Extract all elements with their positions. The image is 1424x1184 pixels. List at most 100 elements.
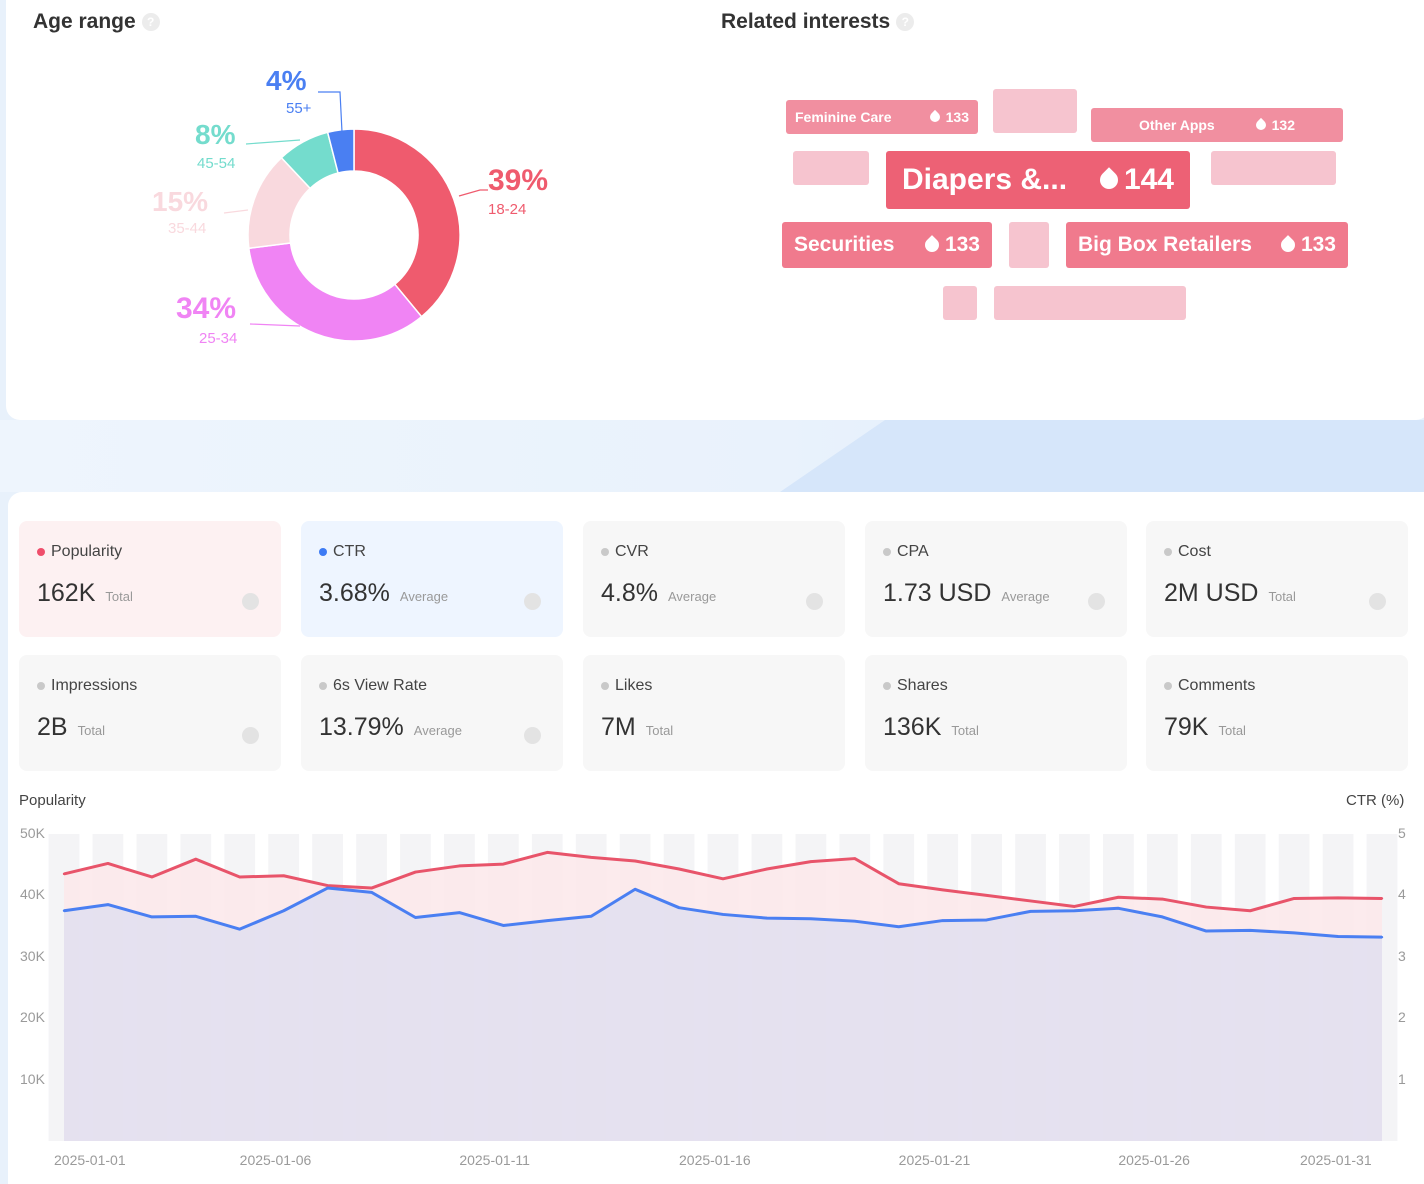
interest-tag-securities[interactable]: Securities 133 [782, 222, 992, 268]
section-divider-shape [780, 420, 1424, 492]
data-point-popularity[interactable] [809, 860, 813, 863]
data-point-ctr[interactable] [1249, 929, 1252, 932]
data-point-popularity[interactable] [590, 856, 593, 859]
data-point-ctr[interactable] [1073, 909, 1076, 912]
data-point-ctr[interactable] [194, 915, 197, 918]
data-point-ctr[interactable] [765, 916, 769, 920]
data-point-ctr[interactable] [458, 911, 461, 914]
metric-help-icon[interactable] [524, 727, 541, 744]
data-point-ctr[interactable] [633, 888, 637, 891]
data-point-ctr[interactable] [985, 918, 988, 922]
interest-tag-hidden[interactable] [793, 151, 869, 185]
data-point-popularity[interactable] [1117, 896, 1120, 899]
demographics-panel [6, 0, 1424, 420]
metric-card-shares[interactable]: Shares 136K Total [865, 655, 1127, 771]
donut-slice-55+[interactable] [326, 128, 355, 174]
data-point-popularity[interactable] [1029, 899, 1032, 903]
data-point-ctr[interactable] [546, 919, 549, 922]
data-point-popularity[interactable] [765, 867, 769, 871]
data-point-ctr[interactable] [941, 919, 944, 922]
donut-slice-18-24[interactable] [353, 128, 461, 318]
data-point-popularity[interactable] [941, 888, 944, 892]
data-point-ctr[interactable] [809, 917, 813, 920]
data-point-popularity[interactable] [62, 872, 66, 876]
data-point-popularity[interactable] [1249, 909, 1252, 912]
metric-value: 136K Total [883, 713, 979, 742]
interest-tag-other-apps[interactable]: Other Apps 132 [1091, 108, 1343, 142]
data-point-ctr[interactable] [370, 891, 373, 894]
data-point-popularity[interactable] [721, 877, 725, 881]
data-point-popularity[interactable] [326, 884, 329, 887]
metric-card-popularity[interactable]: Popularity 162K Total [19, 521, 281, 637]
interest-tag-hidden[interactable] [1211, 151, 1336, 185]
metric-help-icon[interactable] [242, 593, 259, 610]
data-point-ctr[interactable] [282, 909, 285, 912]
data-point-ctr[interactable] [721, 913, 725, 916]
data-point-popularity[interactable] [1292, 897, 1296, 900]
data-point-popularity[interactable] [853, 857, 856, 860]
interest-tag-hidden[interactable] [1009, 222, 1049, 268]
metric-help-icon[interactable] [242, 727, 259, 744]
data-point-popularity[interactable] [150, 875, 154, 879]
data-point-popularity[interactable] [194, 857, 197, 861]
data-point-ctr[interactable] [238, 927, 241, 931]
interest-tag-big-box-retailers[interactable]: Big Box Retailers 133 [1066, 222, 1348, 268]
interest-tag-diapers[interactable]: Diapers &... 144 [886, 151, 1190, 209]
metric-card-cpa[interactable]: CPA 1.73 USD Average [865, 521, 1127, 637]
data-point-popularity[interactable] [897, 882, 900, 885]
data-point-popularity[interactable] [1336, 896, 1340, 900]
data-point-popularity[interactable] [414, 870, 417, 874]
data-point-popularity[interactable] [1073, 905, 1076, 908]
data-point-popularity[interactable] [1205, 905, 1208, 909]
metric-card-comments[interactable]: Comments 79K Total [1146, 655, 1408, 771]
data-point-ctr[interactable] [326, 886, 329, 890]
metric-help-icon[interactable] [1088, 593, 1105, 610]
related-interests-help-icon[interactable]: ? [896, 13, 915, 31]
interest-tag-hidden[interactable] [994, 286, 1186, 320]
data-point-popularity[interactable] [633, 859, 637, 863]
metric-help-icon[interactable] [1369, 593, 1386, 610]
data-point-popularity[interactable] [370, 886, 373, 890]
data-point-ctr[interactable] [150, 915, 154, 919]
age-range-help-icon[interactable]: ? [141, 13, 160, 31]
data-point-ctr[interactable] [1161, 915, 1164, 919]
data-point-popularity[interactable] [1380, 897, 1384, 900]
metric-card-ctr[interactable]: CTR 3.68% Average [301, 521, 563, 637]
data-point-popularity[interactable] [502, 862, 505, 866]
interest-tag-hidden[interactable] [993, 89, 1077, 133]
data-point-popularity[interactable] [282, 874, 285, 877]
data-point-popularity[interactable] [677, 867, 681, 871]
data-point-ctr[interactable] [106, 903, 110, 906]
interest-tag-hidden[interactable] [943, 286, 977, 320]
data-point-popularity[interactable] [1161, 897, 1164, 901]
metric-card-6s-view-rate[interactable]: 6s View Rate 13.79% Average [301, 655, 563, 771]
data-point-ctr[interactable] [1292, 931, 1296, 935]
metric-card-cvr[interactable]: CVR 4.8% Average [583, 521, 845, 637]
data-point-ctr[interactable] [1380, 935, 1384, 939]
metric-help-icon[interactable] [524, 593, 541, 610]
metric-card-cost[interactable]: Cost 2M USD Total [1146, 521, 1408, 637]
data-point-ctr[interactable] [1117, 907, 1120, 910]
data-point-popularity[interactable] [106, 862, 110, 865]
data-point-ctr[interactable] [1029, 910, 1032, 913]
data-point-popularity[interactable] [985, 894, 988, 897]
metric-card-likes[interactable]: Likes 7M Total [583, 655, 845, 771]
data-point-ctr[interactable] [62, 909, 66, 912]
data-point-ctr[interactable] [677, 906, 681, 909]
data-point-ctr[interactable] [502, 924, 505, 927]
data-point-popularity[interactable] [238, 875, 241, 879]
donut-slice-25-34[interactable] [247, 242, 423, 342]
data-point-popularity[interactable] [546, 851, 549, 854]
data-point-ctr[interactable] [590, 915, 593, 918]
data-point-ctr[interactable] [897, 925, 900, 928]
data-point-popularity[interactable] [458, 864, 461, 868]
data-point-ctr[interactable] [1336, 935, 1340, 938]
data-point-ctr[interactable] [853, 919, 856, 923]
age-range-title: Age range ? [33, 10, 160, 34]
metric-label: Popularity [37, 543, 122, 561]
data-point-ctr[interactable] [1205, 929, 1208, 933]
metric-card-impressions[interactable]: Impressions 2B Total [19, 655, 281, 771]
metric-help-icon[interactable] [806, 593, 823, 610]
data-point-ctr[interactable] [414, 916, 417, 919]
interest-tag-feminine-care[interactable]: Feminine Care 133 [786, 100, 978, 134]
